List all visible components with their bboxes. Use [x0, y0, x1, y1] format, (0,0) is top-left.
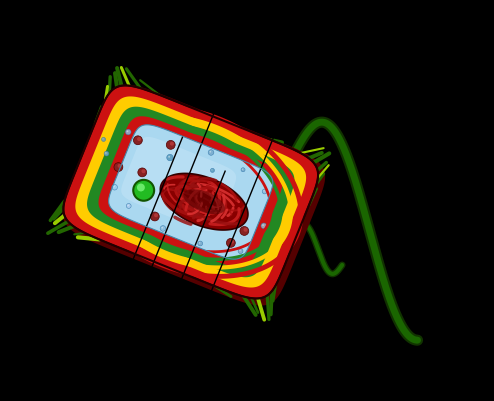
- Circle shape: [118, 164, 122, 168]
- Polygon shape: [63, 86, 318, 299]
- Circle shape: [126, 204, 131, 209]
- Polygon shape: [121, 138, 236, 231]
- Circle shape: [226, 239, 235, 248]
- Circle shape: [241, 168, 245, 172]
- Circle shape: [199, 243, 201, 244]
- Circle shape: [240, 227, 249, 236]
- Polygon shape: [63, 85, 325, 306]
- Circle shape: [242, 169, 243, 170]
- Circle shape: [239, 250, 241, 251]
- Circle shape: [112, 185, 118, 190]
- Circle shape: [104, 152, 109, 157]
- Circle shape: [262, 190, 267, 194]
- Circle shape: [127, 205, 129, 207]
- Polygon shape: [87, 107, 294, 277]
- Circle shape: [126, 131, 128, 133]
- Circle shape: [261, 223, 267, 229]
- Circle shape: [238, 249, 243, 254]
- Circle shape: [102, 139, 104, 140]
- Circle shape: [208, 150, 214, 156]
- Circle shape: [105, 153, 107, 154]
- Circle shape: [263, 190, 265, 192]
- Circle shape: [166, 141, 175, 150]
- Polygon shape: [98, 117, 283, 268]
- Polygon shape: [183, 190, 225, 215]
- Circle shape: [138, 168, 147, 177]
- Circle shape: [198, 241, 203, 246]
- Circle shape: [102, 138, 106, 142]
- Polygon shape: [75, 97, 306, 288]
- Circle shape: [244, 228, 247, 232]
- Circle shape: [137, 184, 145, 192]
- Circle shape: [125, 130, 131, 136]
- Circle shape: [170, 142, 174, 146]
- Circle shape: [154, 214, 158, 218]
- Circle shape: [133, 136, 142, 145]
- Circle shape: [137, 138, 141, 142]
- Polygon shape: [161, 174, 248, 231]
- Circle shape: [210, 169, 214, 173]
- Circle shape: [211, 170, 212, 171]
- Circle shape: [230, 240, 234, 244]
- Circle shape: [141, 170, 145, 174]
- Circle shape: [262, 225, 264, 227]
- Circle shape: [168, 156, 170, 158]
- Polygon shape: [109, 126, 273, 259]
- Circle shape: [114, 163, 123, 172]
- Circle shape: [160, 226, 166, 232]
- Circle shape: [113, 186, 115, 188]
- Circle shape: [133, 180, 154, 201]
- Circle shape: [166, 155, 173, 161]
- Circle shape: [162, 227, 163, 229]
- Circle shape: [150, 213, 159, 221]
- Circle shape: [209, 152, 211, 153]
